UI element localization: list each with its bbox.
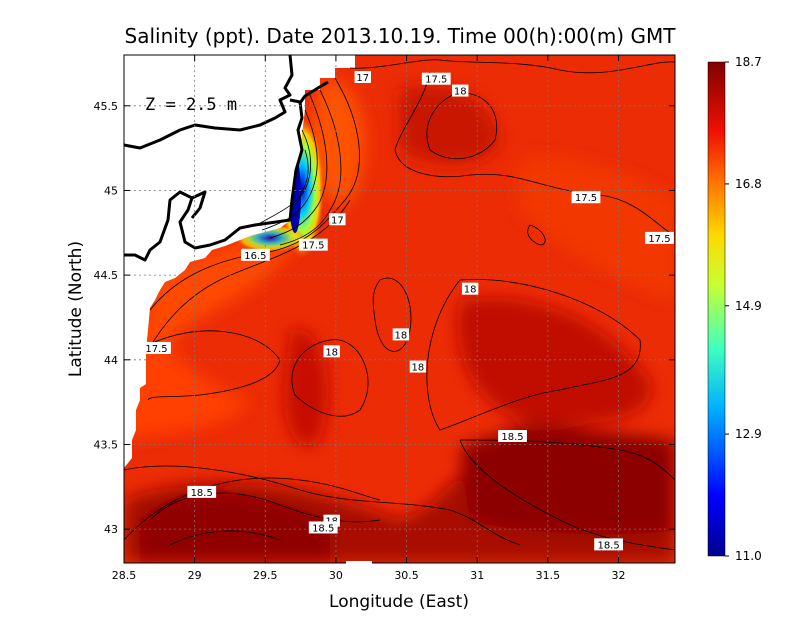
contour-18-east	[426, 278, 641, 431]
colorbar-tick-label: 14.9	[735, 299, 762, 313]
contour-18-5-southwest-b	[169, 530, 281, 546]
colorbar-scale	[707, 61, 726, 557]
contour-18-5-southeast	[459, 439, 675, 481]
contour-label-box	[645, 231, 674, 244]
contour-label: 17.5	[425, 75, 447, 86]
coastline	[124, 55, 329, 262]
x-tick-label: 31.5	[536, 569, 561, 582]
contour-label-box	[571, 191, 601, 204]
x-tick-label: 29	[188, 569, 202, 582]
contour-label: 18	[411, 363, 424, 374]
x-axis-ticks: 28.5 29 29.5 30 30.5 31 31.5 32	[112, 55, 625, 582]
saline-tongue-east	[457, 297, 652, 424]
contour-label: 18	[395, 330, 408, 341]
contour-17-5-east	[527, 224, 546, 246]
high-salinity-core-southeast	[460, 430, 675, 535]
contour-label: 17	[356, 73, 369, 84]
contour-label-box	[421, 72, 451, 85]
colorbar-tick-label: 12.9	[735, 427, 762, 441]
x-axis-label: Longitude (East)	[329, 592, 469, 612]
contour-label: 18.5	[191, 488, 213, 499]
y-tick-label: 44.5	[94, 269, 119, 282]
bottom-edge-marker	[346, 561, 372, 564]
contour-label-box	[452, 84, 469, 97]
contour-17-5-southwest	[124, 477, 381, 541]
contour-label: 17.5	[575, 193, 597, 204]
contour-label: 17.5	[648, 234, 670, 245]
contour-label-box	[461, 282, 479, 295]
contour-label-box	[329, 213, 346, 226]
contour-label: 17	[331, 215, 344, 226]
land-polygon	[124, 55, 355, 468]
contour-label-box	[354, 71, 371, 84]
contour-label: 16.5	[244, 251, 266, 262]
contour-label: 18	[454, 87, 467, 98]
colorbar-tick-label: 11.0	[735, 549, 762, 563]
fresher-west-band	[124, 300, 250, 440]
contour-label: 18.5	[312, 523, 334, 534]
colorbar-tick-label: 18.7	[735, 55, 762, 69]
contour-label-box	[594, 538, 623, 551]
contour-label-box	[240, 248, 270, 261]
depth-annotation: Z = 2.5 m	[145, 95, 237, 115]
contour-18-5-southwest-a	[149, 492, 381, 523]
contour-17-coastal	[149, 77, 360, 311]
contour-18-center-b	[291, 339, 369, 417]
contour-17-5-north	[394, 71, 675, 236]
contour-17-5-west	[147, 330, 281, 401]
x-tick-label: 30.5	[394, 569, 419, 582]
colorbar-ticks: 11.0 12.9 14.9 16.8 18.7	[725, 55, 762, 563]
plot-frame	[123, 54, 676, 564]
contour-plume-3	[261, 109, 318, 231]
x-tick-label: 32	[611, 569, 625, 582]
colorbar-tick-label: 16.8	[735, 177, 762, 191]
x-tick-label: 30	[329, 569, 343, 582]
contour-label-box	[323, 345, 340, 358]
contour-17-5-coastal	[147, 199, 351, 351]
contour-label-box	[308, 521, 338, 534]
colorbar: 11.0 12.9 14.9 16.8 18.7	[707, 55, 762, 563]
contour-18-center-a	[372, 277, 412, 352]
contour-label-box	[498, 430, 527, 442]
y-tick-label: 43.5	[94, 438, 119, 451]
contour-label: 17.5	[302, 241, 324, 252]
high-salinity-core-southwest	[140, 493, 330, 563]
y-tick-label: 45.5	[94, 100, 119, 113]
contour-plume-5	[299, 149, 309, 196]
contour-18-5-south	[459, 439, 675, 551]
contour-plume-4	[254, 129, 312, 227]
contour-label: 18	[325, 347, 338, 358]
contour-plume-2	[269, 94, 328, 239]
contour-label: 18.5	[597, 540, 619, 551]
y-tick-label: 45	[104, 184, 118, 197]
contour-18-south	[124, 465, 521, 546]
saline-tongue-center	[284, 328, 329, 447]
contour-18-north	[426, 91, 498, 159]
contour-17-north	[349, 59, 675, 74]
contour-label: 18.5	[501, 432, 523, 443]
contour-plume-1	[279, 89, 342, 246]
y-tick-label: 44	[104, 354, 118, 367]
y-tick-label: 43	[104, 523, 118, 536]
x-tick-label: 29.5	[253, 569, 278, 582]
contour-lines	[124, 59, 675, 551]
y-axis-ticks: 43 43.5 44 44.5 45 45.5	[94, 100, 675, 536]
contour-label: 18	[464, 285, 477, 296]
x-tick-label: 28.5	[112, 569, 137, 582]
x-tick-label: 31	[470, 569, 484, 582]
chart-title: Salinity (ppt). Date 2013.10.19. Time 00…	[125, 24, 677, 48]
grid-lines	[124, 55, 675, 563]
contour-label-box	[298, 238, 328, 251]
contour-label-box	[187, 485, 217, 498]
y-axis-label: Latitude (North)	[66, 241, 86, 377]
contour-label-box	[392, 328, 410, 341]
fresher-east-area	[520, 158, 675, 300]
land-mask	[124, 55, 355, 468]
contour-label-box	[142, 341, 171, 354]
contour-labels: 17 17.5 18 17 17.5 16.5 17.5 17.5 18 18 17.5 18 18 18…	[142, 71, 674, 551]
contour-label: 17.5	[145, 344, 167, 355]
contour-label-box	[409, 360, 427, 373]
